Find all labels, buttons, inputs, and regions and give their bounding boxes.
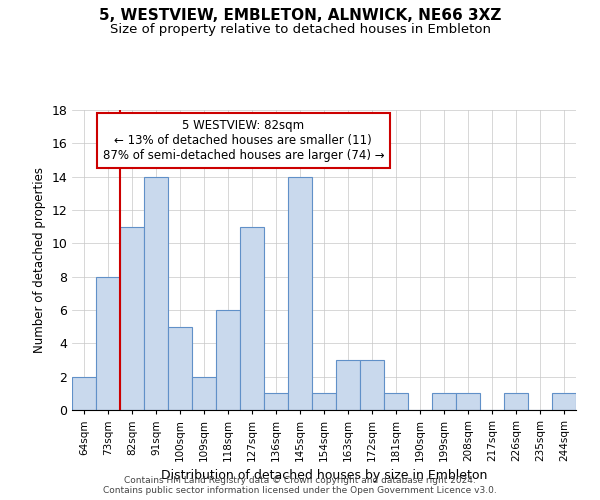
Bar: [72, 376, 96, 410]
Bar: [504, 394, 528, 410]
Bar: [336, 360, 360, 410]
Text: 5 WESTVIEW: 82sqm
← 13% of detached houses are smaller (11)
87% of semi-detached: 5 WESTVIEW: 82sqm ← 13% of detached hous…: [103, 119, 384, 162]
Bar: [312, 394, 336, 410]
Text: Size of property relative to detached houses in Embleton: Size of property relative to detached ho…: [110, 22, 491, 36]
Bar: [456, 394, 480, 410]
Bar: [288, 176, 312, 410]
Bar: [552, 394, 576, 410]
Bar: [240, 226, 264, 410]
Bar: [432, 394, 456, 410]
X-axis label: Distribution of detached houses by size in Embleton: Distribution of detached houses by size …: [161, 470, 487, 482]
Bar: [384, 394, 408, 410]
Bar: [168, 326, 192, 410]
Y-axis label: Number of detached properties: Number of detached properties: [33, 167, 46, 353]
Bar: [120, 226, 144, 410]
Bar: [264, 394, 288, 410]
Text: 5, WESTVIEW, EMBLETON, ALNWICK, NE66 3XZ: 5, WESTVIEW, EMBLETON, ALNWICK, NE66 3XZ: [99, 8, 501, 22]
Bar: [216, 310, 240, 410]
Text: Contains HM Land Registry data © Crown copyright and database right 2024.
Contai: Contains HM Land Registry data © Crown c…: [103, 476, 497, 495]
Bar: [192, 376, 216, 410]
Bar: [360, 360, 384, 410]
Bar: [144, 176, 168, 410]
Bar: [96, 276, 120, 410]
